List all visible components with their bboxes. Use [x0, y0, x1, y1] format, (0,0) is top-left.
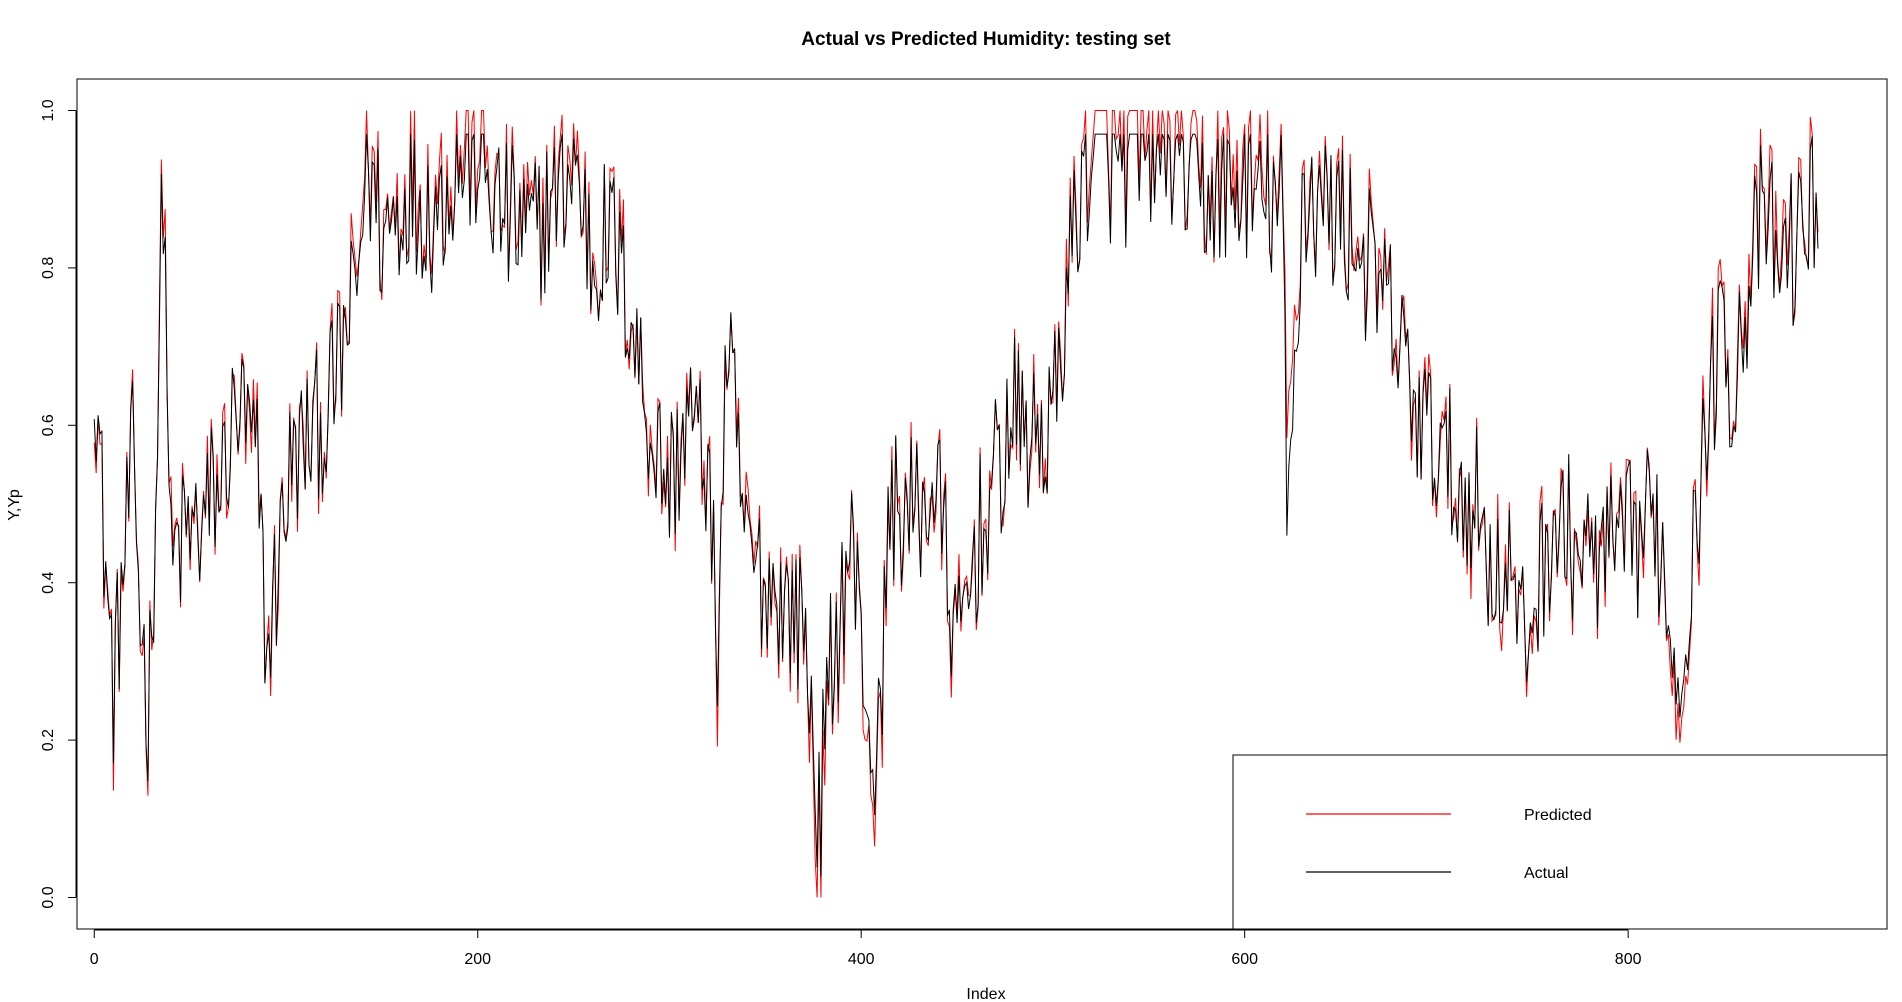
plot-frame — [76, 78, 1888, 930]
legend-label-predicted: Predicted — [1524, 807, 1592, 824]
legend-box — [1232, 754, 1888, 930]
axes-layer: 0 200 400 600 800 0.0 0.2 0.4 0.6 0.8 1.0 — [40, 99, 1642, 968]
y-axis-label: Y,Yp — [6, 489, 23, 521]
x-tick-label: 200 — [464, 951, 491, 968]
series-layer — [93, 109, 1819, 898]
y-tick-label: 1.0 — [40, 99, 57, 121]
chart-title: Actual vs Predicted Humidity: testing se… — [801, 29, 1171, 50]
legend: Predicted Actual — [1232, 754, 1888, 930]
y-tick-label: 0.4 — [40, 571, 57, 593]
y-tick-label: 0.6 — [40, 414, 57, 436]
legend-label-actual: Actual — [1524, 865, 1568, 882]
y-tick-label: 0.8 — [40, 257, 57, 279]
y-tick-label: 0.2 — [40, 729, 57, 751]
series-line-actual — [93, 133, 1819, 877]
y-tick-label: 0.0 — [40, 886, 57, 908]
x-tick-label: 600 — [1231, 951, 1258, 968]
x-tick-label: 800 — [1615, 951, 1642, 968]
x-tick-label: 400 — [848, 951, 875, 968]
x-tick-label: 0 — [90, 951, 99, 968]
x-axis-label: Index — [966, 986, 1005, 1002]
